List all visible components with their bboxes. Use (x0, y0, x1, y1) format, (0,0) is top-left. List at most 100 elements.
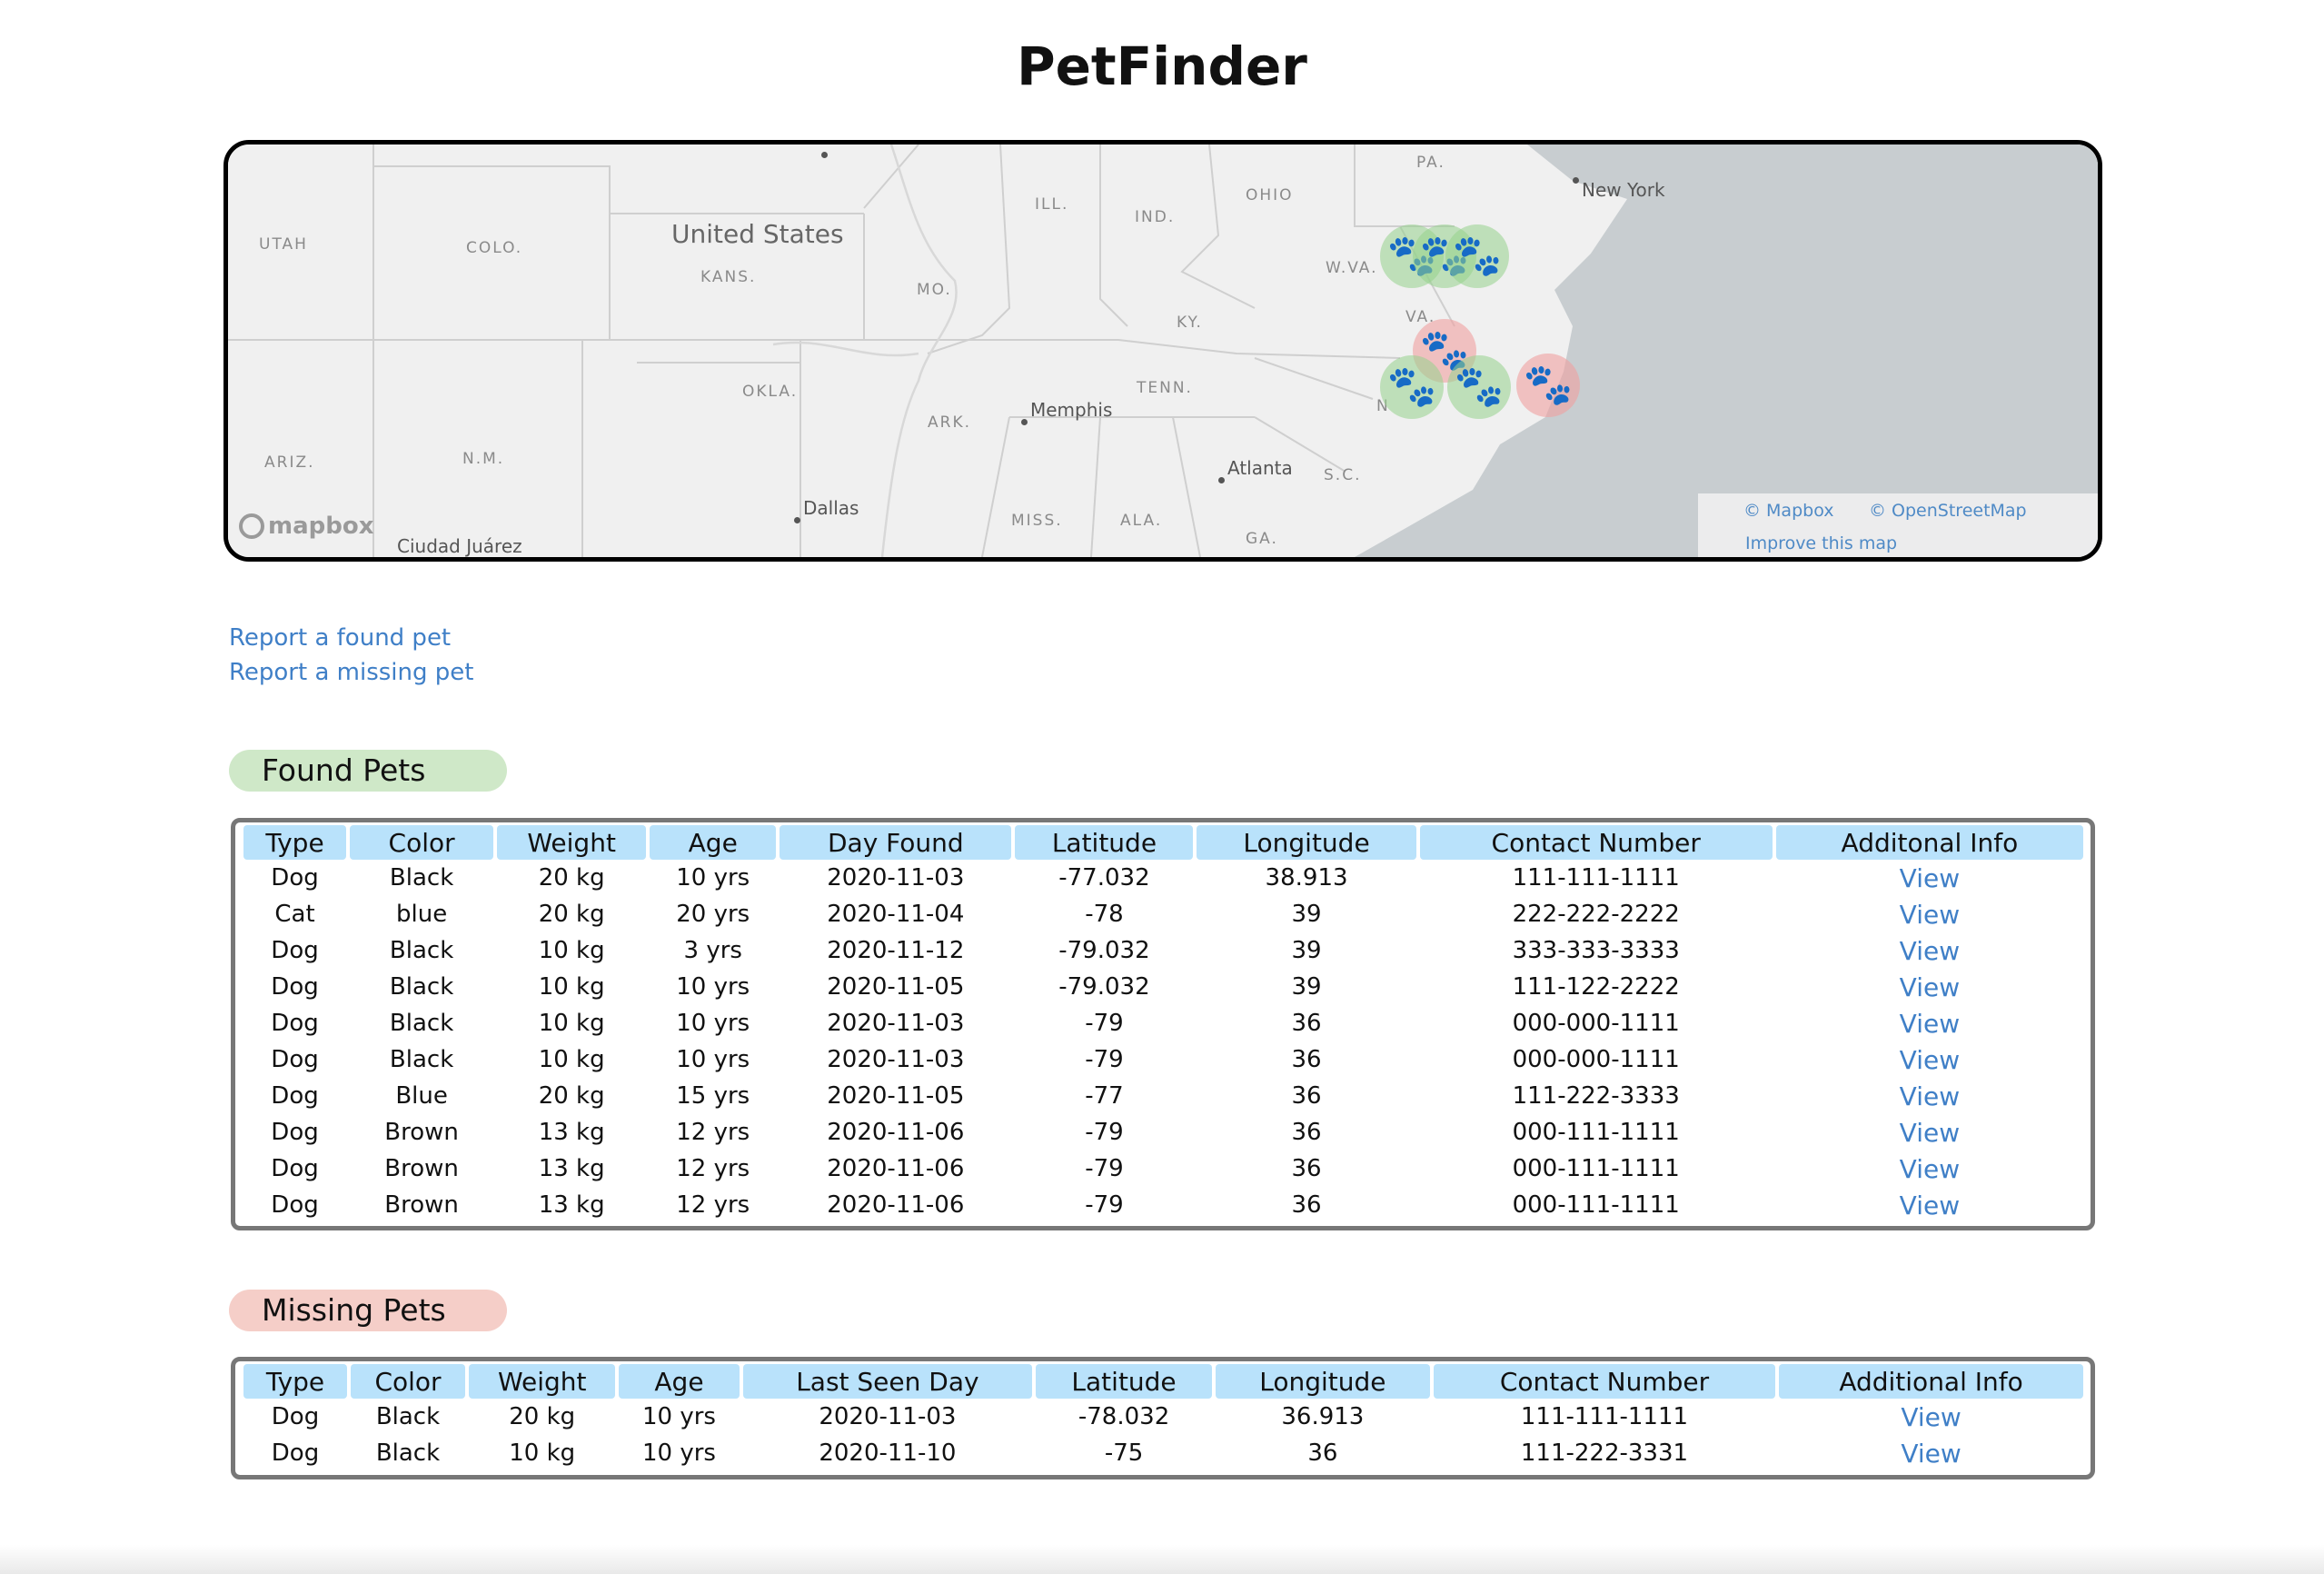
col-latitude: Latitude (1036, 1364, 1212, 1399)
map-label-ind: IND. (1135, 208, 1176, 226)
view-link[interactable]: View (1899, 971, 1961, 1002)
city-dot (1573, 177, 1579, 184)
report-found-pet-link[interactable]: Report a found pet (229, 624, 452, 652)
found-pets-heading: Found Pets (229, 750, 507, 792)
col-age: Age (619, 1364, 740, 1399)
cell-contact: 111-111-1111 (1520, 1403, 1689, 1430)
map-attribution: © Mapbox © OpenStreetMap Improve this ma… (1698, 493, 2098, 557)
cell-age: 10 yrs (676, 1010, 750, 1037)
osm-attribution-link[interactable]: © OpenStreetMap (1869, 501, 2027, 521)
cell-weight: 13 kg (538, 1155, 605, 1182)
col-longitude: Longitude (1215, 1364, 1430, 1399)
cell-longitude: 39 (1291, 937, 1322, 964)
cell-longitude: 36 (1291, 1119, 1322, 1146)
view-link[interactable]: View (1899, 1153, 1961, 1184)
city-dot (1021, 419, 1028, 425)
found-pet-marker[interactable]: 🐾 (1445, 224, 1509, 288)
cell-weight: 13 kg (538, 1191, 605, 1219)
col-weight: Weight (469, 1364, 616, 1399)
view-link[interactable]: View (1899, 1008, 1961, 1039)
view-link[interactable]: View (1899, 1081, 1961, 1111)
view-link[interactable]: View (1899, 1190, 1961, 1220)
table-row: Dog Brown 13 kg 12 yrs 2020-11-06 -79 36 000-11… (243, 1114, 2083, 1151)
found-header-row: Type Color Weight Age Day Found Latitude… (243, 825, 2083, 860)
mapbox-logo-text: mapbox (268, 513, 374, 540)
col-type: Type (243, 1364, 347, 1399)
cell-day: 2020-11-12 (827, 937, 965, 964)
report-links: Report a found pet Report a missing pet (229, 621, 473, 690)
map-label-ga: GA. (1246, 530, 1278, 548)
cell-additional-info: View (1779, 1435, 2083, 1471)
city-ciudad-juarez: Ciudad Juárez (397, 535, 522, 557)
map[interactable]: UTAH COLO. United States KANS. MO. ILL. … (223, 140, 2102, 562)
cell-color: Black (375, 1440, 441, 1467)
view-link[interactable]: View (1899, 1044, 1961, 1075)
found-pet-marker[interactable]: 🐾 (1447, 355, 1511, 419)
page-title: PetFinder (1017, 35, 1307, 97)
missing-pet-marker[interactable]: 🐾 (1516, 354, 1580, 417)
cell-age: 20 yrs (676, 901, 750, 928)
map-base (228, 144, 2098, 557)
cell-longitude: 39 (1291, 973, 1322, 1001)
col-longitude: Longitude (1197, 825, 1416, 860)
cell-additional-info: View (1776, 860, 2083, 896)
map-label-okla: OKLA. (742, 383, 799, 401)
map-label-wva: W.VA. (1326, 259, 1378, 277)
table-row: Dog Black 10 kg 10 yrs 2020-11-10 -75 36 111-22… (243, 1435, 2083, 1471)
cell-day: 2020-11-06 (827, 1119, 965, 1146)
cell-color: Black (389, 937, 454, 964)
cell-day: 2020-11-06 (827, 1191, 965, 1219)
cell-type: Dog (271, 864, 319, 892)
cell-latitude: -79.032 (1058, 937, 1150, 964)
cell-color: Brown (384, 1119, 459, 1146)
cell-age: 10 yrs (676, 1046, 750, 1073)
cell-additional-info: View (1776, 1041, 2083, 1078)
paw-icon: 🐾 (1452, 234, 1503, 278)
cell-age: 3 yrs (683, 937, 742, 964)
cell-age: 12 yrs (676, 1155, 750, 1182)
col-contact-number: Contact Number (1419, 825, 1773, 860)
found-pet-marker[interactable]: 🐾 (1380, 355, 1444, 419)
table-row: Dog Black 10 kg 10 yrs 2020-11-05 -79.032 39 11… (243, 969, 2083, 1005)
cell-age: 12 yrs (676, 1191, 750, 1219)
cell-longitude: 36 (1291, 1155, 1322, 1182)
improve-map-link[interactable]: Improve this map (1745, 533, 1898, 553)
col-day-found: Day Found (780, 825, 1012, 860)
cell-contact: 111-111-1111 (1512, 864, 1680, 892)
view-link[interactable]: View (1899, 862, 1961, 893)
cell-type: Dog (271, 1046, 319, 1073)
city-atlanta: Atlanta (1227, 457, 1293, 479)
table-row: Cat blue 20 kg 20 yrs 2020-11-04 -78 39 222-222… (243, 896, 2083, 932)
cell-age: 10 yrs (676, 864, 750, 892)
cell-additional-info: View (1776, 1078, 2083, 1114)
table-row: Dog Black 20 kg 10 yrs 2020-11-03 -78.032 36.9… (243, 1399, 2083, 1435)
col-latitude: Latitude (1015, 825, 1194, 860)
cell-contact: 222-222-2222 (1512, 901, 1680, 928)
cell-additional-info: View (1776, 1114, 2083, 1151)
mapbox-logo[interactable]: mapbox (239, 513, 374, 540)
cell-day: 2020-11-03 (827, 1046, 965, 1073)
view-link[interactable]: View (1899, 899, 1961, 930)
cell-age: 12 yrs (676, 1119, 750, 1146)
found-pets-table-container: Type Color Weight Age Day Found Latitude… (231, 818, 2095, 1230)
col-color: Color (350, 825, 494, 860)
view-link[interactable]: View (1901, 1438, 1961, 1469)
cell-latitude: -78.032 (1078, 1403, 1170, 1430)
cell-type: Dog (271, 1403, 320, 1430)
cell-latitude: -79 (1085, 1010, 1124, 1037)
view-link[interactable]: View (1901, 1401, 1961, 1432)
col-age: Age (650, 825, 777, 860)
table-row: Dog Black 10 kg 10 yrs 2020-11-03 -79 36 000-00… (243, 1005, 2083, 1041)
view-link[interactable]: View (1899, 935, 1961, 966)
col-additional-info: Additonal Info (1775, 825, 2083, 860)
cell-contact: 000-000-1111 (1512, 1010, 1680, 1037)
cell-latitude: -78 (1085, 901, 1124, 928)
view-link[interactable]: View (1899, 1117, 1961, 1148)
mapbox-attribution-link[interactable]: © Mapbox (1743, 501, 1834, 521)
cell-latitude: -79 (1085, 1191, 1124, 1219)
cell-type: Dog (271, 973, 319, 1001)
report-missing-pet-link[interactable]: Report a missing pet (229, 659, 474, 686)
cell-day: 2020-11-03 (827, 1010, 965, 1037)
map-label-tenn: TENN. (1137, 379, 1193, 397)
cell-latitude: -79.032 (1058, 973, 1150, 1001)
